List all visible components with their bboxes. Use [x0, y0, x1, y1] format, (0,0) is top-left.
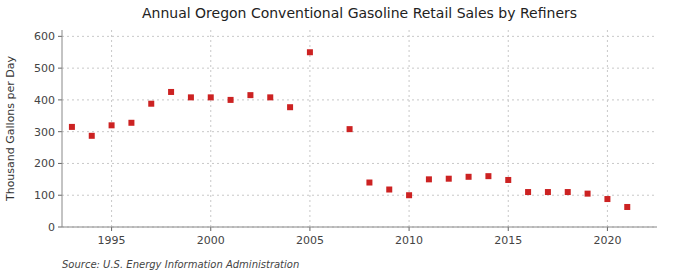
point — [366, 180, 372, 186]
point — [247, 92, 253, 98]
point — [406, 192, 412, 198]
tick-y — [58, 99, 62, 100]
point — [208, 94, 214, 100]
grid-line-x — [111, 30, 112, 227]
point — [426, 176, 432, 182]
point — [188, 94, 194, 100]
grid — [62, 30, 657, 227]
tick-label-x: 2015 — [494, 234, 522, 247]
tick-label-y: 100 — [34, 189, 55, 202]
grid-line-y — [62, 68, 657, 69]
tick-label-y: 300 — [34, 126, 55, 139]
point — [347, 126, 353, 132]
tick-y — [58, 36, 62, 37]
point — [525, 189, 531, 195]
point — [585, 191, 591, 197]
point — [565, 189, 571, 195]
grid-line-x — [508, 30, 509, 227]
tick-y — [58, 163, 62, 164]
points — [69, 49, 630, 210]
tick-label-y: 0 — [48, 221, 55, 234]
point — [604, 196, 610, 202]
point — [69, 124, 75, 130]
point — [89, 133, 95, 139]
y-axis-line — [62, 30, 63, 227]
tick-y — [58, 195, 62, 196]
tick-x — [309, 227, 310, 231]
tick-label-y: 400 — [34, 94, 55, 107]
tick-y — [58, 68, 62, 69]
grid-line-y — [62, 99, 657, 100]
point — [168, 89, 174, 95]
tick-y — [58, 227, 62, 228]
title: Annual Oregon Conventional Gasoline Reta… — [142, 5, 577, 21]
tick-x — [210, 227, 211, 231]
point — [307, 49, 313, 55]
point — [545, 189, 551, 195]
point — [267, 94, 273, 100]
point — [505, 177, 511, 183]
tick-x — [508, 227, 509, 231]
point — [148, 101, 154, 107]
point — [485, 173, 491, 179]
tick-x — [607, 227, 608, 231]
point — [109, 122, 115, 128]
y-axis-label: Thousand Gallons per Day — [4, 55, 17, 202]
grid-line-y — [62, 36, 657, 37]
grid-line-y — [62, 227, 657, 228]
tick-label-x: 2020 — [593, 234, 621, 247]
grid-line-y — [62, 131, 657, 132]
tick-label-x: 2010 — [395, 234, 423, 247]
point — [446, 176, 452, 182]
point — [228, 97, 234, 103]
point — [128, 120, 134, 126]
tick-label-y: 500 — [34, 62, 55, 75]
source: Source: U.S. Energy Information Administ… — [62, 259, 299, 270]
tick-label-y: 200 — [34, 157, 55, 170]
chart: 0 100 200 300 400 500 600 1995 2000 2005 2010 2015 2… — [0, 0, 675, 275]
grid-line-x — [309, 30, 310, 227]
grid-line-y — [62, 163, 657, 164]
tick-label-x: 2005 — [296, 234, 324, 247]
point — [466, 174, 472, 180]
x-axis-line — [62, 227, 657, 228]
point — [287, 104, 293, 110]
tick-x — [409, 227, 410, 231]
tick-label-x: 2000 — [197, 234, 225, 247]
axes: 0 100 200 300 400 500 600 1995 2000 2005 2010 2015 2… — [34, 30, 657, 247]
grid-line-x — [210, 30, 211, 227]
tick-x — [111, 227, 112, 231]
point — [386, 187, 392, 193]
tick-y — [58, 131, 62, 132]
point — [624, 204, 630, 210]
tick-label-y: 600 — [34, 30, 55, 43]
tick-label-x: 1995 — [98, 234, 126, 247]
